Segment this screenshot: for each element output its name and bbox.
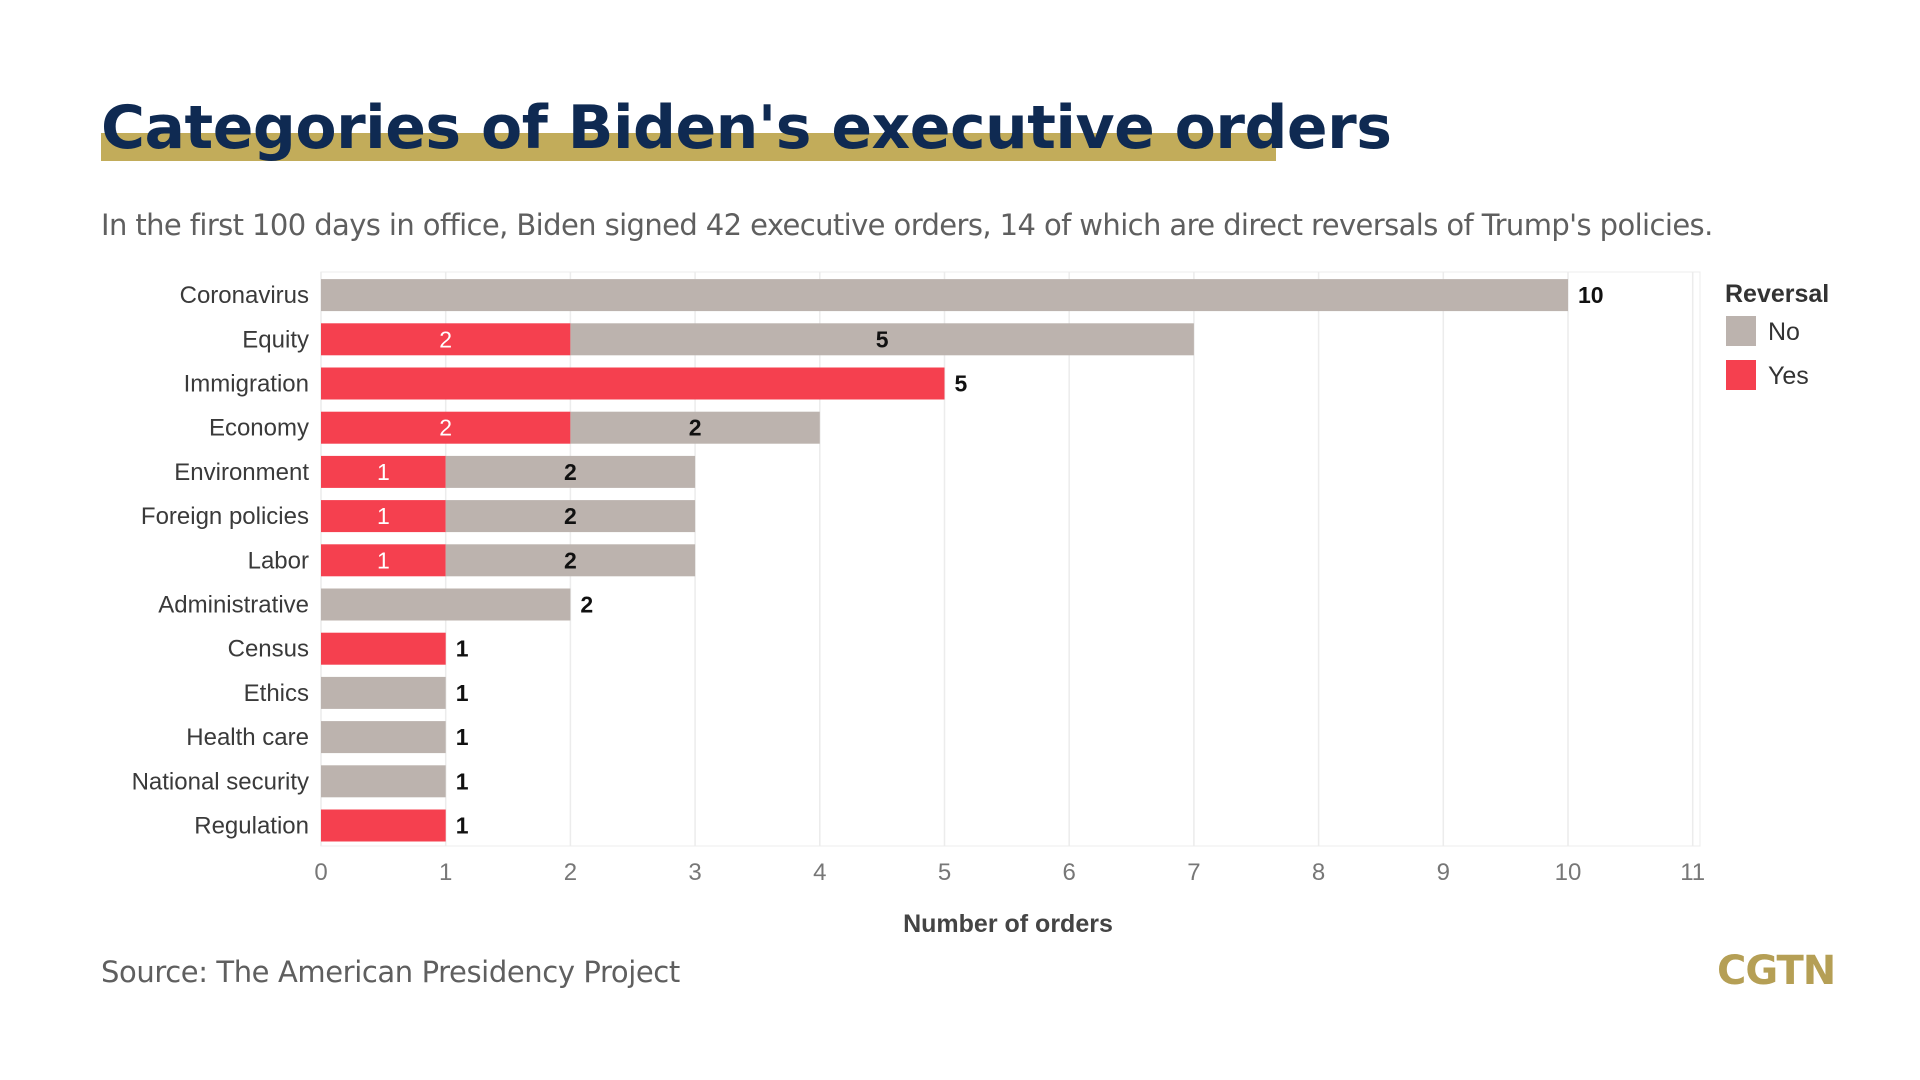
bar-yes xyxy=(321,500,446,533)
legend-label-yes: Yes xyxy=(1768,362,1809,390)
category-label: Equity xyxy=(242,326,309,353)
data-label-yes: 2 xyxy=(439,326,452,352)
legend: Reversal No Yes xyxy=(1725,280,1829,390)
data-label-no: 2 xyxy=(564,547,577,573)
x-tick-label: 3 xyxy=(688,859,701,886)
chart-title: Categories of Biden's executive orders xyxy=(101,93,1392,163)
chart-subtitle: In the first 100 days in office, Biden s… xyxy=(101,208,1713,242)
bar-yes xyxy=(321,544,446,577)
bar-no xyxy=(321,588,571,621)
category-label: Environment xyxy=(174,459,309,486)
x-axis-label: Number of orders xyxy=(903,910,1113,938)
legend-swatch-no xyxy=(1726,316,1756,346)
title-highlight xyxy=(101,133,1276,161)
bar-no xyxy=(445,500,696,533)
bar-no xyxy=(321,279,1568,312)
x-tick-label: 2 xyxy=(564,859,577,886)
data-label-no: 2 xyxy=(689,415,702,441)
x-tick-label: 10 xyxy=(1555,859,1582,886)
bars xyxy=(321,279,1568,842)
category-label: Census xyxy=(228,636,309,663)
bar-yes xyxy=(321,455,446,488)
data-label-yes: 1 xyxy=(377,503,390,529)
category-label: Immigration xyxy=(184,371,309,398)
category-label: Ethics xyxy=(244,680,309,707)
data-label-no: 2 xyxy=(564,503,577,529)
x-tick-label: 0 xyxy=(314,859,327,886)
bar-no xyxy=(321,721,446,754)
brand-logo: CGTN xyxy=(1717,948,1836,994)
x-tick-label: 9 xyxy=(1437,859,1450,886)
bar-no xyxy=(321,676,446,709)
data-label-yes: 1 xyxy=(456,636,469,662)
x-tick-label: 1 xyxy=(439,859,452,886)
bar-yes xyxy=(321,809,446,842)
bar-yes xyxy=(321,367,945,400)
category-label: Regulation xyxy=(194,813,309,840)
data-label-no: 10 xyxy=(1578,282,1604,308)
bar-yes xyxy=(321,411,571,444)
legend-title: Reversal xyxy=(1725,280,1829,308)
category-label: National security xyxy=(132,768,309,795)
category-label: Economy xyxy=(209,415,309,442)
data-label-yes: 1 xyxy=(456,813,469,839)
bar-no xyxy=(445,455,696,488)
legend-label-no: No xyxy=(1768,318,1800,346)
data-label-yes: 1 xyxy=(377,547,390,573)
data-label-no: 1 xyxy=(456,724,469,750)
category-label: Coronavirus xyxy=(180,282,309,309)
bar-no xyxy=(445,544,696,577)
bar-yes xyxy=(321,632,446,665)
data-label-no: 1 xyxy=(456,768,469,794)
legend-swatch-yes xyxy=(1726,360,1756,390)
x-tick-label: 5 xyxy=(938,859,951,886)
category-label: Foreign policies xyxy=(141,503,309,530)
category-label: Labor xyxy=(248,547,309,574)
data-label-no: 1 xyxy=(456,680,469,706)
data-label-yes: 2 xyxy=(439,415,452,441)
x-tick-label: 8 xyxy=(1312,859,1325,886)
data-label-no: 5 xyxy=(876,326,889,352)
x-tick-label: 4 xyxy=(813,859,826,886)
bar-no xyxy=(570,323,1194,356)
category-label: Health care xyxy=(186,724,309,751)
x-tick-label: 6 xyxy=(1063,859,1076,886)
bar-no xyxy=(321,765,446,798)
x-tick-label: 11 xyxy=(1680,859,1705,886)
data-label-no: 2 xyxy=(564,459,577,485)
bar-no xyxy=(570,411,820,444)
title-block: Categories of Biden's executive orders xyxy=(101,88,1392,168)
source-note: Source: The American Presidency Project xyxy=(101,955,680,989)
x-tick-label: 7 xyxy=(1187,859,1200,886)
category-label: Administrative xyxy=(158,592,309,619)
data-label-yes: 1 xyxy=(377,459,390,485)
data-label-yes: 5 xyxy=(955,371,968,397)
data-label-no: 2 xyxy=(580,592,593,618)
bar-yes xyxy=(321,323,571,356)
